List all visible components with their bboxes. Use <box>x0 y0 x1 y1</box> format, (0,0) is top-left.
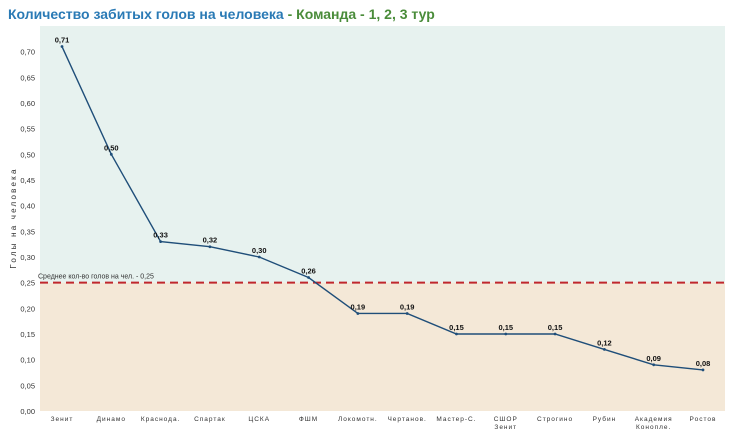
data-point <box>405 312 409 315</box>
y-tick-label: 0,00 <box>20 407 35 416</box>
x-tick-label: Рубин <box>593 415 617 423</box>
data-points <box>60 45 705 372</box>
x-tick-label: ЦСКА <box>248 416 270 423</box>
chart-title-main: Количество забитых голов на человека <box>8 6 284 22</box>
x-tick-label: Зенит <box>51 416 74 423</box>
x-tick-label: ФШМ <box>299 416 318 423</box>
x-tick-label: Коноплe. <box>636 424 671 431</box>
x-tick-label: Академия <box>635 416 673 423</box>
series-polyline <box>61 46 704 371</box>
data-point <box>257 255 261 259</box>
data-label: 0,30 <box>252 246 267 255</box>
x-tick-label: Краснода. <box>141 416 181 423</box>
data-point <box>455 332 458 336</box>
data-label: 0,50 <box>104 143 119 152</box>
y-tick-label: 0,30 <box>20 253 35 262</box>
y-tick-label: 0,20 <box>20 304 35 313</box>
data-label: 0,15 <box>498 323 513 332</box>
data-point <box>60 45 64 48</box>
y-axis: 0,00 0,05 0,10 0,15 0,20 0,25 0,30 0,35 0,40 0,45… <box>20 48 35 416</box>
data-label: 0,08 <box>696 359 711 368</box>
above-average-band <box>40 26 725 283</box>
data-point <box>356 312 360 315</box>
x-tick-label: Строгино <box>537 416 573 423</box>
x-tick-label: Локомотн. <box>338 416 378 423</box>
y-tick-label: 0,25 <box>20 279 35 288</box>
y-tick-label: 0,60 <box>20 99 35 108</box>
y-tick-label: 0,65 <box>20 73 35 82</box>
data-label: 0,71 <box>55 36 70 45</box>
data-label: 0,15 <box>449 323 464 332</box>
data-point <box>701 368 705 372</box>
data-label: 0,33 <box>153 231 168 240</box>
y-tick-label: 0,05 <box>20 381 35 390</box>
data-point <box>504 332 508 336</box>
data-label: 0,26 <box>301 267 316 276</box>
x-tick-label: Спартак <box>194 416 226 423</box>
y-tick-label: 0,70 <box>20 48 35 57</box>
data-point <box>307 276 310 279</box>
x-tick-label: Мастер-С. <box>436 416 476 423</box>
x-tick-label: Чертанов. <box>387 416 426 423</box>
x-tick-label: Динамо <box>97 416 126 423</box>
background-bands <box>40 26 725 411</box>
y-tick-label: 0,35 <box>20 227 35 236</box>
data-point <box>109 152 113 156</box>
data-label: 0,12 <box>597 338 612 347</box>
x-axis: Зенит Динамо Краснода. Спартак ЦСКА ФШМ Локомо… <box>51 415 717 431</box>
data-label: 0,15 <box>548 323 563 332</box>
y-tick-label: 0,50 <box>20 150 35 159</box>
data-point <box>553 332 557 336</box>
data-label: 0,19 <box>400 302 415 311</box>
average-line-label: Среднее кол-во голов на чел. - 0,25 <box>38 274 154 281</box>
data-point <box>208 245 212 249</box>
y-tick-label: 0,15 <box>20 330 35 339</box>
chart-title: Количество забитых голов на человека - К… <box>8 6 435 22</box>
x-tick-label: Зенит <box>494 424 517 431</box>
y-tick-label: 0,45 <box>20 176 35 185</box>
chart-title-sub: Команда - 1, 2, 3 тур <box>296 6 435 22</box>
data-point <box>602 348 606 351</box>
data-labels: 0,71 0,50 0,33 0,32 0,30 0,26 0,19 0,19 0,15 0,15… <box>55 36 711 368</box>
below-average-band <box>40 282 725 411</box>
average-reference-line: Среднее кол-во голов на чел. - 0,25 <box>38 274 725 284</box>
data-label: 0,19 <box>351 302 366 311</box>
y-tick-label: 0,10 <box>20 356 35 365</box>
data-point <box>652 363 656 367</box>
data-label: 0,32 <box>203 236 218 245</box>
data-point <box>159 240 163 244</box>
series-line <box>61 46 704 371</box>
y-axis-label: Голы на человека <box>9 167 18 268</box>
chart-title-separator: - <box>283 6 297 22</box>
x-tick-label: Ростов <box>690 416 717 423</box>
y-tick-label: 0,55 <box>20 125 35 134</box>
y-tick-label: 0,40 <box>20 202 35 211</box>
data-label: 0,09 <box>646 354 661 363</box>
x-tick-label: СШОР <box>494 416 518 423</box>
